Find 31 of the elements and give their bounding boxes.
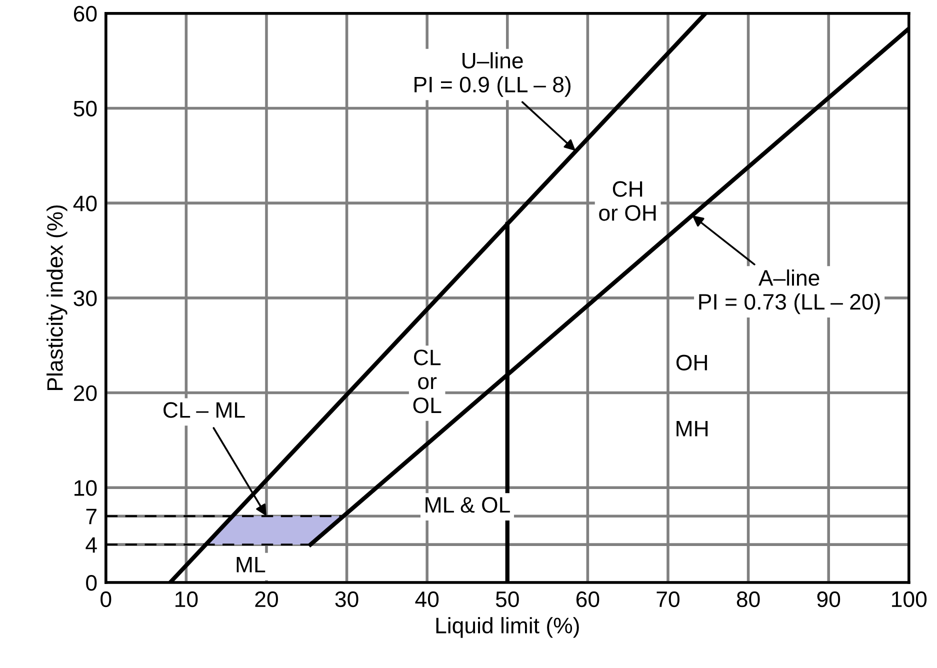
x-tick-label: 20: [255, 591, 278, 608]
x-tick-label: 70: [656, 591, 680, 608]
x-tick-label: 40: [415, 591, 439, 608]
annotation: CH or OH: [599, 181, 656, 221]
y-tick-label: 10: [74, 480, 97, 496]
annotation: ML & OL: [426, 497, 510, 513]
annotation: CL – ML: [164, 402, 245, 418]
x-tick-label: 60: [576, 591, 600, 608]
annotation: ML: [236, 557, 266, 572]
annotation: CL or OL: [413, 350, 442, 414]
y-tick-label: 4: [86, 537, 97, 553]
y-tick-label: 30: [74, 290, 97, 306]
x-tick-label: 30: [335, 591, 358, 608]
y-tick-label: 0: [86, 575, 97, 591]
x-tick-label: 10: [176, 591, 198, 608]
annotation: A–line PI = 0.73 (LL – 20): [699, 269, 880, 314]
x-tick-label: 90: [817, 591, 840, 608]
y-tick-label: 20: [74, 385, 97, 402]
x-axis-title: Liquid limit (%): [436, 617, 579, 638]
x-tick-label: 80: [736, 591, 760, 608]
annotation: MH: [676, 420, 708, 436]
x-tick-label: 50: [496, 591, 519, 608]
y-tick-label: 60: [74, 6, 97, 22]
y-tick-label: 50: [74, 100, 97, 116]
x-tick-label: 0: [100, 591, 112, 608]
annotation: U–line PI = 0.9 (LL – 8): [414, 52, 571, 97]
x-tick-label: 100: [892, 591, 927, 608]
annotation: OH: [676, 354, 707, 370]
y-axis-title: Plasticity index (%): [46, 205, 68, 390]
y-tick-label: 40: [73, 196, 97, 212]
y-tick-label: 7: [86, 508, 96, 524]
